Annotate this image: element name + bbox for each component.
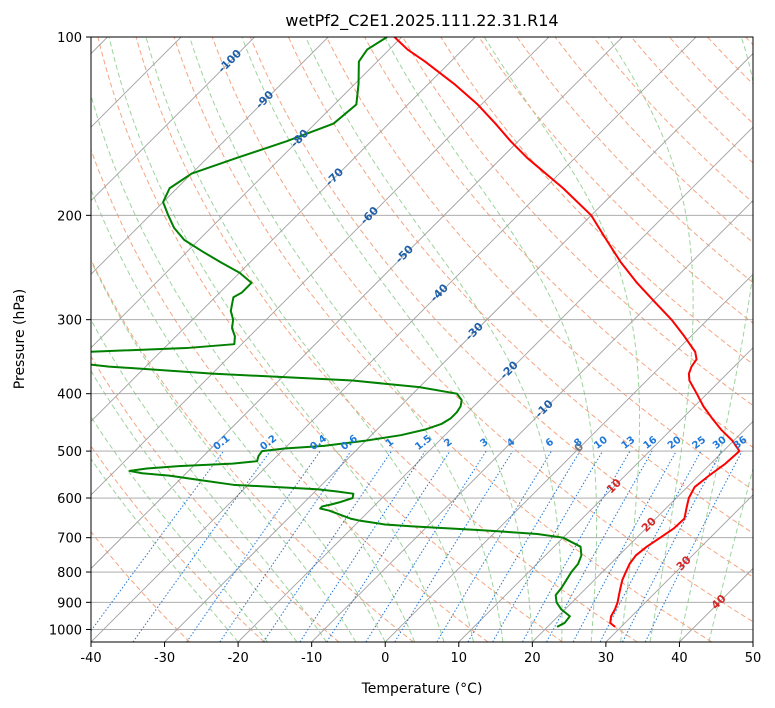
mixing-ratio-line	[644, 450, 743, 642]
dry-adiabat	[91, 445, 265, 642]
dry-adiabat	[97, 37, 563, 642]
isotherm	[91, 37, 624, 570]
isotherms	[91, 37, 753, 642]
temperature-profile	[393, 37, 741, 628]
isotherm	[91, 37, 550, 496]
y-tick-label: 100	[57, 31, 82, 46]
isotherm	[91, 37, 256, 202]
moist-adiabat	[91, 259, 357, 642]
isotherm	[532, 420, 753, 642]
y-tick-label: 300	[57, 314, 82, 329]
moist-adiabat	[384, 37, 598, 642]
dry-adiabat	[402, 37, 753, 407]
isotherm	[91, 37, 182, 128]
moist-adiabat	[241, 37, 533, 642]
y-tick-label: 1000	[49, 623, 82, 638]
mixing-ratio-line	[132, 450, 271, 642]
moist-adiabat	[91, 458, 239, 642]
moist-adiabat	[708, 466, 753, 642]
moist-adiabat	[305, 37, 563, 642]
x-tick-label: -30	[154, 651, 175, 666]
dry-adiabat	[211, 37, 753, 623]
dry-adiabat	[287, 37, 753, 534]
mixing-ratio-line	[522, 450, 631, 642]
y-axis-label: Pressure (hPa)	[12, 289, 28, 389]
y-tick-label: 900	[57, 596, 82, 611]
isotherm	[91, 37, 697, 642]
mixing-ratio-line	[622, 450, 722, 642]
mixing-ratio-line	[546, 450, 653, 642]
moist-adiabat	[189, 37, 504, 642]
isotherm	[311, 200, 753, 642]
mixing-ratio-line	[599, 450, 702, 642]
mixing-ratio-line	[219, 450, 352, 642]
x-tick-label: 40	[671, 651, 688, 666]
mixing-ratio-line	[436, 450, 552, 642]
dry-adiabat	[325, 37, 753, 491]
moist-adiabat	[145, 37, 474, 642]
x-tick-label: 0	[381, 651, 389, 666]
isotherm	[91, 37, 476, 422]
dry-adiabat	[440, 37, 753, 365]
dewpoint-profile	[91, 37, 583, 628]
moist-adiabat	[91, 318, 327, 642]
dry-adiabat	[91, 355, 340, 642]
y-tick-label: 200	[57, 209, 82, 224]
y-tick-label: 700	[57, 532, 82, 547]
moist-adiabat	[607, 37, 694, 642]
isotherm	[605, 494, 753, 642]
isotherm	[384, 273, 753, 642]
isotherm	[91, 37, 403, 349]
moist-adiabat	[108, 37, 445, 642]
x-tick-label: 30	[598, 651, 615, 666]
isotherm	[237, 126, 753, 642]
dry-adiabat	[668, 37, 753, 125]
mixing-ratio-line	[91, 450, 224, 632]
y-tick-label: 500	[57, 445, 82, 460]
mixing-ratio-line	[572, 450, 677, 642]
x-tick-label: -40	[80, 651, 101, 666]
y-tick-label: 600	[57, 492, 82, 507]
moist-adiabat	[483, 37, 641, 642]
dry-adiabat	[135, 37, 638, 642]
x-axis: -40 -30 -20 -10 0 10 20 30 40 50	[80, 642, 761, 666]
isotherm	[164, 52, 753, 642]
dry-adiabat	[364, 37, 753, 449]
x-tick-label: 10	[451, 651, 468, 666]
isotherm	[91, 37, 329, 275]
dry-adiabat	[516, 37, 753, 284]
mixing-ratio-lines	[91, 450, 743, 642]
isotherm	[458, 347, 753, 642]
mixing-ratio-line	[394, 450, 514, 642]
moist-adiabat	[91, 415, 268, 642]
dry-adiabat	[91, 148, 489, 642]
x-tick-label: -20	[227, 651, 248, 666]
mixing-ratio-line	[186, 450, 321, 642]
sounding-profiles	[91, 37, 741, 628]
plot-area: -100-90-80-70-60-50-40-30-20-10010203040…	[91, 37, 753, 642]
x-tick-label: 50	[745, 651, 762, 666]
mixing-ratio-line	[299, 450, 426, 642]
plot-frame	[90, 36, 754, 643]
dry-adiabat	[592, 37, 753, 204]
x-axis-label: Temperature (°C)	[361, 681, 483, 697]
y-tick-label: 400	[57, 388, 82, 403]
mixing-ratio-line	[326, 450, 451, 642]
pressure-gridlines	[91, 37, 753, 630]
y-tick-label: 800	[57, 566, 82, 581]
x-tick-label: -10	[301, 651, 322, 666]
mixing-ratio-line	[365, 450, 487, 642]
chart-title: wetPf2_C2E1.2025.111.22.31.R14	[285, 11, 558, 31]
x-tick-label: 20	[524, 651, 541, 666]
y-axis: 100 200 300 400 500 600 700 800 900 1000	[49, 31, 91, 638]
mixing-ratio-line	[263, 450, 392, 642]
